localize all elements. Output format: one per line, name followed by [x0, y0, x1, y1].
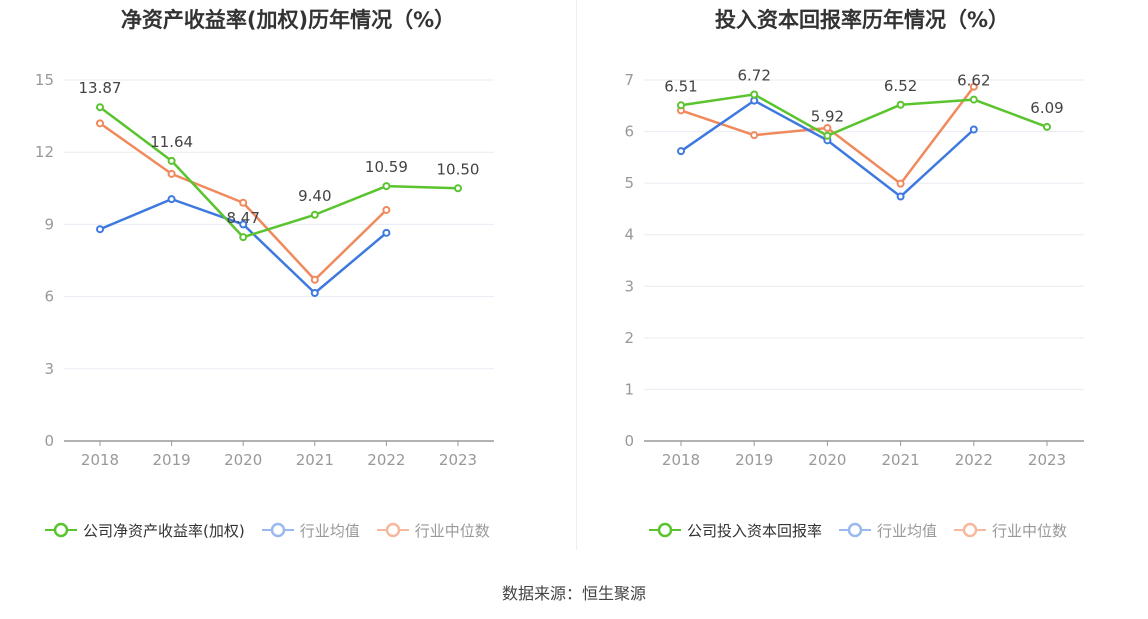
y-tick-label: 4 — [624, 226, 634, 244]
x-tick-label: 2021 — [882, 451, 920, 469]
data-label: 6.52 — [884, 77, 917, 95]
data-label: 13.87 — [79, 79, 122, 97]
y-tick-label: 0 — [44, 432, 54, 450]
series-line — [680, 93, 1048, 137]
data-point — [382, 205, 391, 214]
data-point — [167, 169, 176, 178]
data-point — [454, 184, 462, 193]
data-label: 8.47 — [226, 209, 259, 227]
data-point — [167, 156, 176, 165]
x-tick-label: 2019 — [153, 451, 191, 469]
roe-line-chart: 0 3 6 9 12 15 2018 2019 2020 2021 2022 2023 13.87 11.… — [35, 71, 494, 469]
legend-item-company-roic[interactable]: 公司投入资本回报率 — [648, 520, 822, 541]
data-label: 6.51 — [664, 77, 697, 95]
chart-title-roic: 投入资本回报率历年情况（%） — [714, 8, 1010, 32]
data-point — [750, 131, 759, 140]
data-point — [969, 95, 978, 104]
y-tick-label: 9 — [44, 215, 54, 233]
data-point — [823, 131, 832, 140]
data-point — [310, 288, 319, 297]
data-label: 9.40 — [298, 187, 331, 205]
y-tick-label: 5 — [624, 174, 634, 192]
y-tick-label: 2 — [624, 329, 634, 347]
data-source-note: 数据来源：恒生聚源 — [501, 584, 646, 603]
data-point — [750, 96, 759, 105]
data-point — [96, 103, 104, 112]
panel-divider — [576, 0, 577, 550]
roic-chart-legend: 公司投入资本回报率 行业均值 行业中位数 — [648, 519, 1083, 541]
data-point — [167, 195, 176, 204]
legend-label: 行业均值 — [877, 521, 938, 540]
data-point — [677, 101, 685, 110]
data-label: 6.09 — [1030, 99, 1063, 117]
y-tick-label: 3 — [624, 277, 634, 295]
legend-label: 行业中位数 — [992, 521, 1068, 540]
legend-line-marker-icon — [45, 522, 77, 538]
data-label: 5.92 — [811, 108, 844, 126]
x-tick-label: 2018 — [81, 451, 119, 469]
data-point — [239, 198, 248, 207]
y-tick-label: 0 — [624, 432, 634, 450]
x-tick-label: 2020 — [808, 451, 846, 469]
legend-line-marker-icon — [649, 522, 681, 538]
data-point — [823, 123, 832, 132]
y-tick-label: 3 — [44, 360, 54, 378]
legend-label: 行业均值 — [299, 521, 360, 540]
data-label: 10.59 — [365, 158, 408, 176]
y-tick-label: 6 — [44, 288, 54, 306]
data-label: 10.50 — [437, 160, 480, 178]
x-tick-label: 2018 — [662, 451, 700, 469]
data-point — [969, 82, 978, 91]
data-point — [896, 192, 905, 201]
x-tick-label: 2022 — [367, 451, 405, 469]
data-label: 6.62 — [957, 72, 990, 90]
legend-item-industry-mean[interactable]: 行业均值 — [261, 520, 360, 541]
data-point — [1043, 122, 1051, 131]
data-point — [382, 182, 391, 191]
legend-item-industry-median[interactable]: 行业中位数 — [376, 520, 490, 541]
legend-line-marker-icon — [376, 522, 409, 538]
data-point — [239, 233, 248, 242]
legend-label: 公司净资产收益率(加权) — [83, 521, 245, 540]
y-tick-label: 7 — [624, 71, 634, 89]
data-point — [310, 275, 319, 284]
chart-title-roe: 净资产收益率(加权)历年情况（%） — [120, 8, 456, 32]
roic-line-chart: 0 1 2 3 4 5 6 7 2018 2019 2020 2021 2022 2023 6.51 6.72… — [624, 66, 1084, 469]
x-tick-label: 2019 — [735, 451, 773, 469]
x-tick-label: 2020 — [224, 451, 262, 469]
legend-label: 公司投入资本回报率 — [687, 521, 823, 540]
data-label: 11.64 — [150, 133, 193, 151]
legend-item-company-roe[interactable]: 公司净资产收益率(加权) — [44, 520, 245, 541]
data-point — [896, 100, 905, 109]
x-tick-label: 2023 — [1028, 451, 1066, 469]
data-point — [382, 228, 391, 237]
series-line — [99, 106, 459, 239]
legend-line-marker-icon — [839, 522, 872, 538]
legend-line-marker-icon — [261, 522, 294, 538]
y-tick-label: 15 — [35, 71, 54, 89]
data-point — [310, 210, 319, 219]
data-point — [96, 225, 104, 234]
x-tick-label: 2021 — [296, 451, 334, 469]
data-point — [896, 179, 905, 188]
legend-item-industry-median[interactable]: 行业中位数 — [953, 520, 1067, 541]
y-tick-label: 6 — [624, 123, 634, 141]
x-tick-label: 2022 — [955, 451, 993, 469]
data-point — [969, 125, 978, 134]
data-point — [750, 90, 759, 99]
data-point — [677, 147, 685, 156]
data-point — [239, 220, 248, 229]
legend-item-industry-mean[interactable]: 行业均值 — [838, 520, 937, 541]
y-tick-label: 12 — [35, 143, 54, 161]
x-tick-label: 2023 — [439, 451, 477, 469]
data-label: 6.72 — [737, 66, 770, 84]
data-point — [96, 119, 104, 128]
legend-line-marker-icon — [954, 522, 987, 538]
y-tick-label: 1 — [624, 380, 634, 398]
roe-chart-legend: 公司净资产收益率(加权) 行业均值 行业中位数 — [44, 519, 506, 541]
legend-label: 行业中位数 — [414, 521, 490, 540]
